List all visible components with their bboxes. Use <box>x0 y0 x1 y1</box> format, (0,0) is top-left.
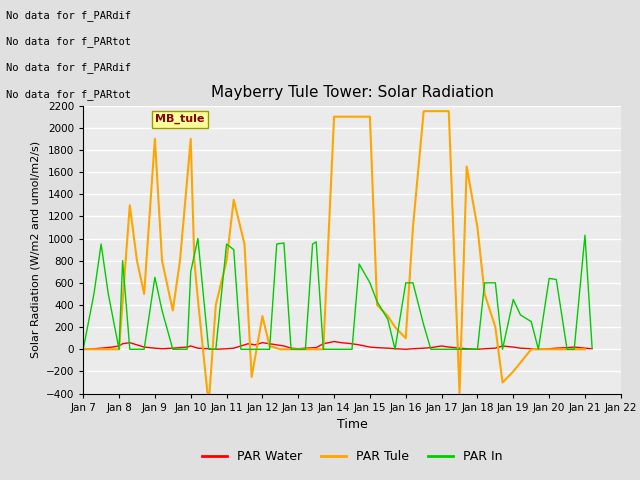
PAR Water <box>588 346 596 352</box>
Y-axis label: Solar Radiation (W/m2 and umol/m2/s): Solar Radiation (W/m2 and umol/m2/s) <box>30 141 40 358</box>
PAR Tule <box>420 108 428 114</box>
PAR In <box>212 347 220 352</box>
PAR Water <box>119 341 127 347</box>
PAR In <box>570 347 578 352</box>
PAR Tule <box>133 258 141 264</box>
Text: No data for f_PARtot: No data for f_PARtot <box>6 89 131 100</box>
Text: MB_tule: MB_tule <box>155 114 204 124</box>
PAR In <box>79 347 87 352</box>
Text: No data for f_PARdif: No data for f_PARdif <box>6 62 131 73</box>
PAR Water <box>330 339 338 345</box>
PAR In <box>588 345 596 351</box>
PAR In <box>230 247 237 252</box>
PAR Water <box>384 345 392 351</box>
PAR Water <box>312 345 320 350</box>
PAR Water <box>527 346 535 352</box>
PAR Tule <box>391 324 399 330</box>
PAR Tule <box>312 347 320 352</box>
PAR Tule <box>259 313 266 319</box>
PAR In <box>301 347 309 352</box>
Line: PAR Water: PAR Water <box>83 342 592 349</box>
PAR Water <box>79 347 87 352</box>
Legend: PAR Water, PAR Tule, PAR In: PAR Water, PAR Tule, PAR In <box>197 445 507 468</box>
Line: PAR In: PAR In <box>83 235 592 349</box>
PAR Tule <box>205 402 212 408</box>
PAR Tule <box>79 347 87 352</box>
PAR Tule <box>581 347 589 352</box>
X-axis label: Time: Time <box>337 418 367 431</box>
PAR Tule <box>373 302 381 308</box>
PAR Tule <box>337 114 345 120</box>
PAR Water <box>176 345 184 350</box>
PAR Water <box>205 346 212 352</box>
PAR In <box>312 239 320 245</box>
Text: No data for f_PARdif: No data for f_PARdif <box>6 10 131 21</box>
PAR In <box>581 232 589 238</box>
PAR In <box>420 322 428 328</box>
Text: No data for f_PARtot: No data for f_PARtot <box>6 36 131 47</box>
Line: PAR Tule: PAR Tule <box>83 111 585 405</box>
Title: Mayberry Tule Tower: Solar Radiation: Mayberry Tule Tower: Solar Radiation <box>211 85 493 100</box>
